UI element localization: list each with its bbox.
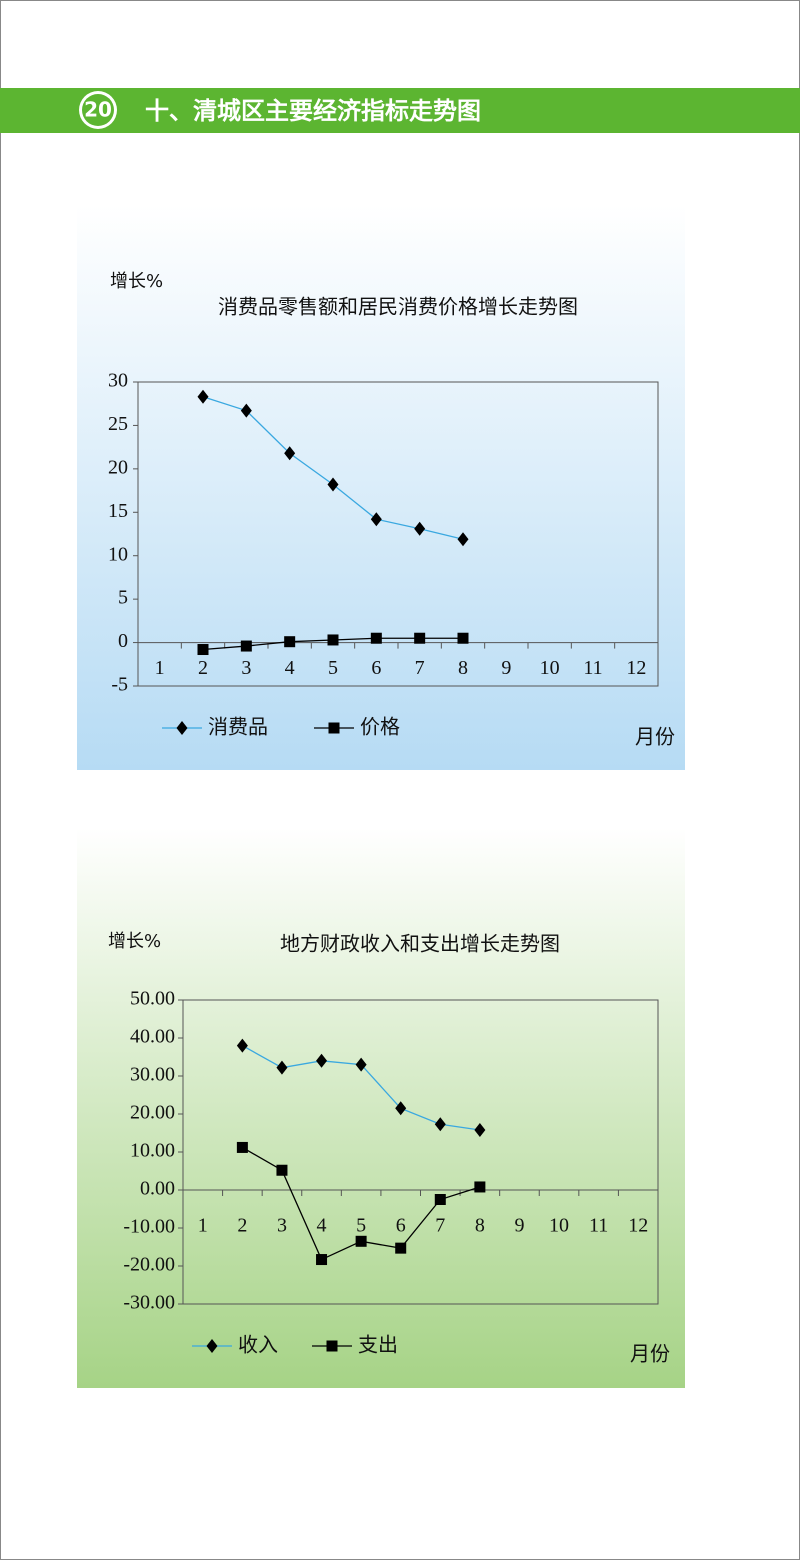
y-axis-label: 增长% (110, 271, 163, 292)
y-tick-label: 30.00 (130, 1064, 175, 1086)
legend-marker (326, 1340, 338, 1352)
x-tick-label: 11 (583, 657, 602, 679)
y-tick-label: -20.00 (123, 1254, 175, 1276)
y-tick-label: 40.00 (130, 1026, 175, 1048)
chart-title: 消费品零售额和居民消费价格增长走势图 (218, 295, 578, 319)
x-tick-label: 10 (549, 1215, 569, 1237)
plot-frame (137, 381, 659, 687)
legend-label: 收入 (238, 1333, 278, 1357)
data-point (414, 632, 426, 644)
x-tick-label: 7 (435, 1215, 445, 1237)
y-tick-label: -10.00 (123, 1216, 175, 1238)
data-point (370, 632, 382, 644)
data-point (474, 1181, 486, 1193)
data-point (197, 389, 209, 404)
data-point (276, 1164, 288, 1176)
x-tick-label: 1 (198, 1215, 208, 1237)
header-bar (0, 88, 800, 133)
legend-marker (176, 721, 188, 735)
data-point (276, 1060, 288, 1075)
y-axis-label: 增长% (108, 931, 161, 952)
data-point (395, 1242, 407, 1254)
data-point (240, 403, 252, 418)
x-tick-label: 4 (317, 1215, 327, 1237)
data-point (457, 532, 469, 547)
x-tick-label: 9 (501, 657, 511, 679)
legend-marker (206, 1339, 218, 1353)
data-point (434, 1117, 446, 1132)
y-tick-label: 10 (108, 543, 128, 565)
y-tick-label: 0 (118, 630, 128, 652)
x-tick-label: 3 (277, 1215, 287, 1237)
data-point (457, 632, 469, 644)
data-point (355, 1057, 367, 1072)
y-tick-label: 15 (108, 500, 128, 522)
y-tick-label: 25 (108, 413, 128, 435)
y-tick-label: -30.00 (123, 1292, 175, 1314)
x-tick-label: 5 (328, 657, 338, 679)
data-point (370, 512, 382, 527)
legend-label: 消费品 (208, 715, 268, 739)
header-title: 十、清城区主要经济指标走势图 (145, 97, 481, 125)
data-point (395, 1101, 407, 1116)
x-tick-label: 12 (628, 1215, 648, 1237)
legend-label: 价格 (360, 715, 400, 739)
x-tick-label: 8 (475, 1215, 485, 1237)
x-tick-label: 6 (396, 1215, 406, 1237)
chart-panel (77, 828, 685, 1388)
data-point (327, 634, 339, 646)
y-tick-label: 5 (118, 587, 128, 609)
header-number: 20 (84, 98, 112, 122)
y-tick-label: 50.00 (130, 988, 175, 1010)
y-tick-label: 10.00 (130, 1140, 175, 1162)
y-tick-label: 0.00 (140, 1178, 175, 1200)
data-point (316, 1254, 328, 1266)
x-tick-label: 2 (237, 1215, 247, 1237)
y-tick-label: 20.00 (130, 1102, 175, 1124)
x-tick-label: 5 (356, 1215, 366, 1237)
x-tick-label: 11 (589, 1215, 608, 1237)
x-tick-label: 7 (415, 657, 425, 679)
data-point (236, 1141, 248, 1153)
y-tick-label: 20 (108, 456, 128, 478)
data-point (197, 644, 209, 656)
x-tick-label: 1 (155, 657, 165, 679)
data-point (414, 521, 426, 536)
x-tick-label: 8 (458, 657, 468, 679)
data-point (316, 1053, 328, 1068)
legend-marker (328, 722, 340, 734)
legend-label: 支出 (358, 1333, 398, 1357)
chart-panel (77, 205, 685, 770)
x-tick-label: 12 (626, 657, 646, 679)
data-point (355, 1235, 367, 1247)
data-point (474, 1122, 486, 1137)
x-tick-label: 9 (514, 1215, 524, 1237)
y-tick-label: -5 (111, 674, 128, 696)
x-tick-label: 10 (540, 657, 560, 679)
header-badge-inner (82, 94, 114, 126)
x-tick-label: 6 (371, 657, 381, 679)
x-axis-label: 月份 (630, 1342, 670, 1366)
chart-title: 地方财政收入和支出增长走势图 (280, 932, 560, 956)
data-point (284, 636, 296, 648)
x-tick-label: 2 (198, 657, 208, 679)
x-tick-label: 4 (285, 657, 295, 679)
data-point (434, 1194, 446, 1205)
data-point (284, 446, 296, 461)
x-axis-label: 月份 (635, 725, 675, 749)
data-point (327, 477, 339, 492)
x-tick-label: 3 (241, 657, 251, 679)
y-tick-label: 30 (108, 370, 128, 392)
data-point (240, 640, 252, 652)
data-point (236, 1038, 248, 1053)
